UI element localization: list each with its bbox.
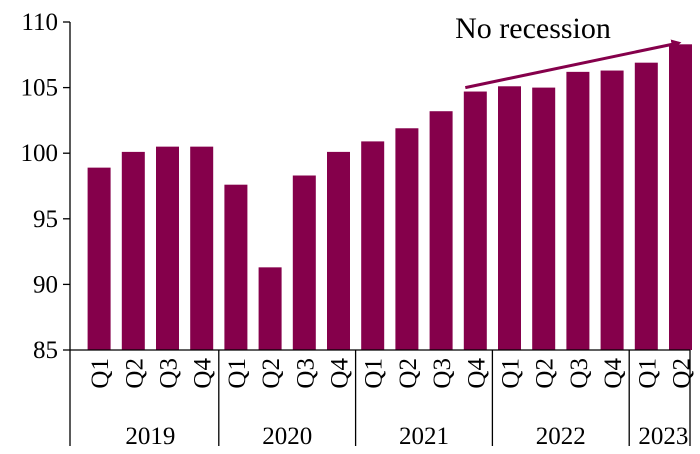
x-axis: Q1 Q2 Q3 Q4 Q1 Q2 Q3 Q4 Q1 Q2 Q3 Q4 Q1 Q2 Q3 Q4 Q1 Q22019… [69,349,696,450]
recession-arrow [464,39,682,90]
y-tick-label: 90 [33,271,58,298]
bar [292,175,316,350]
x-tick-label: Q3 [566,358,593,389]
bar [669,44,692,350]
year-label: 2023 [638,423,688,450]
x-tick-label: Q1 [634,358,661,389]
x-tick-label: Q1 [224,358,251,389]
bar [566,71,590,350]
x-tick-label: Q3 [292,358,319,389]
x-tick-label: Q1 [87,358,114,389]
bar [532,87,556,350]
x-tick-label: Q1 [361,358,388,389]
x-tick-label: Q2 [669,358,696,389]
x-tick-label: Q2 [258,358,285,389]
x-tick-label: Q4 [327,358,354,389]
bar [634,62,658,351]
bar [87,167,111,350]
annotation-label: No recession [455,12,611,45]
x-tick-label: Q3 [429,358,456,389]
bar [156,146,179,350]
year-label: 2019 [125,423,175,450]
x-tick-label: Q4 [600,358,627,389]
annotation: No recession [455,12,682,90]
x-tick-label: Q3 [156,358,183,389]
bar [121,151,145,350]
bar [258,267,282,350]
bar [429,111,453,350]
x-tick-label: Q2 [121,358,148,389]
bar [361,141,385,350]
y-tick-label: 105 [21,75,59,102]
bar [327,151,350,350]
y-tick-label: 85 [33,337,58,364]
bar [463,91,487,350]
x-tick-label: Q4 [190,358,217,389]
y-tick-label: 100 [21,140,59,167]
x-tick-label: Q2 [532,358,559,389]
x-tick-label: Q4 [463,358,490,389]
bars [87,44,692,351]
x-tick-label: Q2 [395,358,422,389]
bar [498,86,521,351]
x-tick-label: Q1 [498,358,525,389]
bar [190,146,214,350]
y-tick-label: 110 [21,9,58,36]
bar [395,128,419,350]
y-tick-label: 95 [33,206,58,233]
bar [600,70,624,350]
y-axis: 85 90 95 100 105 110 [21,9,71,364]
bar [224,184,248,350]
year-label: 2022 [536,423,586,450]
year-label: 2021 [399,423,449,450]
year-label: 2020 [262,423,312,450]
